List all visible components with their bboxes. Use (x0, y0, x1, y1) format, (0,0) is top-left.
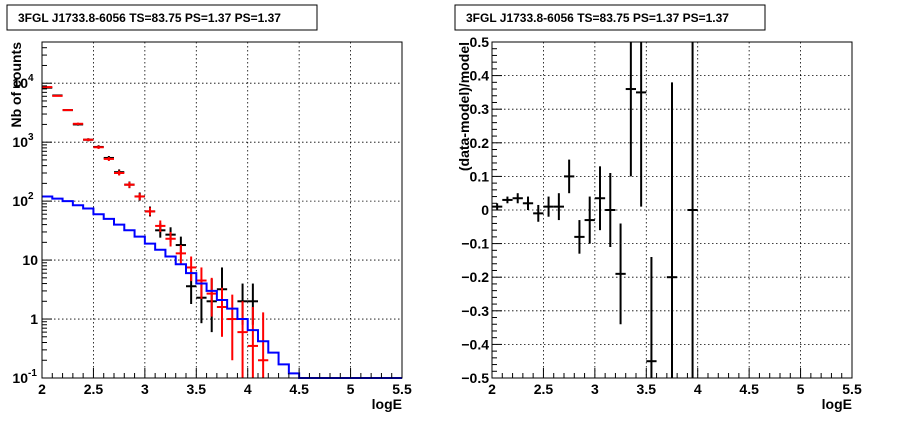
x-tick-label: 4.5 (289, 381, 309, 397)
model-point (155, 220, 166, 232)
data-point (512, 193, 523, 204)
y-tick-label: −0.3 (461, 303, 489, 319)
counts-grid (42, 42, 402, 378)
x-tick-label: 3 (591, 381, 599, 397)
y-tick-label: 10 (12, 75, 28, 91)
counts-title-box (6, 4, 318, 31)
y-tick-label: 0.5 (470, 34, 490, 50)
model-point (186, 256, 197, 282)
model-point (134, 193, 145, 201)
data-point (564, 159, 575, 194)
model-step-line (42, 195, 402, 379)
y-tick-label: 10 (22, 252, 38, 268)
y-tick-label: 0 (481, 202, 489, 218)
x-tick-label: 5 (797, 381, 805, 397)
data-point (666, 82, 678, 378)
y-tick-label: 10 (12, 193, 28, 209)
model-point (175, 245, 186, 265)
data-point (543, 196, 554, 217)
residual-ticks: 2 2.5 3 3.5 4 4.5 5 5.5 −0.5 −0.4 −0.3 −0.2 −0.1 0 0.1… (461, 34, 862, 397)
y-tick-label: 0.3 (470, 101, 490, 117)
counts-chart-title: 3FGL J1733.8-6056 TS=83.75 PS=1.37 PS=1.… (18, 11, 281, 25)
residual-x-axis-label: logE (822, 396, 852, 412)
data-point (605, 173, 616, 247)
y-tick-label: 0.1 (470, 168, 490, 184)
model-point (247, 307, 258, 378)
x-tick-label: 3 (141, 381, 149, 397)
data-point (625, 42, 636, 177)
model-point (52, 94, 63, 97)
y-tick-exponent: 4 (28, 73, 34, 84)
data-point (574, 220, 585, 254)
y-tick-label: 0.4 (470, 68, 490, 84)
x-tick-label: 5.5 (392, 381, 412, 397)
y-tick-label: 0.2 (470, 135, 490, 151)
model-point (206, 277, 217, 317)
model-point (93, 145, 104, 149)
x-tick-label: 3.5 (637, 381, 657, 397)
model-point (42, 86, 53, 89)
data-point (594, 166, 606, 231)
data-point (533, 204, 544, 222)
x-tick-label: 4.5 (739, 381, 759, 397)
x-tick-label: 2 (488, 381, 496, 397)
y-tick-label: −0.1 (461, 236, 489, 252)
y-tick-label: 10 (12, 370, 28, 386)
x-tick-label: 4 (244, 381, 252, 397)
model-point (103, 157, 114, 161)
model-point (227, 294, 238, 361)
data-point (492, 203, 503, 210)
y-tick-label: −0.5 (461, 370, 489, 386)
model-point (83, 138, 94, 142)
model-point (258, 312, 269, 378)
x-tick-label: 3.5 (187, 381, 207, 397)
data-point (502, 196, 513, 204)
x-tick-label: 2 (38, 381, 46, 397)
residual-chart-title: 3FGL J1733.8-6056 TS=83.75 PS=1.37 PS=1.… (466, 11, 729, 25)
model-point (72, 122, 84, 125)
model-point (216, 287, 228, 337)
counts-x-axis-label: logE (372, 396, 402, 412)
y-tick-label: −0.2 (461, 269, 489, 285)
residual-title-box (454, 4, 766, 31)
y-tick-label: 1 (30, 311, 38, 327)
x-tick-label: 4 (694, 381, 702, 397)
data-point (687, 42, 698, 378)
counts-y-axis-label: Nb of counts (8, 42, 24, 128)
x-tick-label: 2.5 (84, 381, 104, 397)
y-tick-exponent: 3 (28, 132, 34, 143)
residual-y-axis-label: (data-model)/model (456, 42, 472, 171)
data-point (522, 196, 534, 210)
y-tick-label: −0.4 (461, 336, 489, 352)
data-point (584, 196, 595, 244)
data-point (646, 257, 657, 378)
x-tick-label: 5 (347, 381, 355, 397)
model-point (237, 301, 248, 378)
data-point (615, 223, 626, 325)
model-point (165, 231, 176, 247)
model-point (124, 181, 135, 188)
model-point (144, 207, 156, 216)
y-tick-exponent: -1 (28, 368, 37, 379)
model-point (114, 170, 125, 176)
data-point (636, 42, 647, 207)
x-tick-label: 5.5 (842, 381, 862, 397)
x-tick-label: 2.5 (534, 381, 554, 397)
y-tick-label: 10 (12, 134, 28, 150)
residual-marks (492, 42, 698, 378)
y-tick-exponent: 2 (28, 191, 34, 202)
data-point (553, 193, 564, 221)
counts-marks (42, 86, 402, 379)
model-point (62, 109, 73, 112)
residual-panel: 2 2.5 3 3.5 4 4.5 5 5.5 −0.5 −0.4 −0.3 −0.2 −0.1 0 0.1… (454, 4, 862, 412)
